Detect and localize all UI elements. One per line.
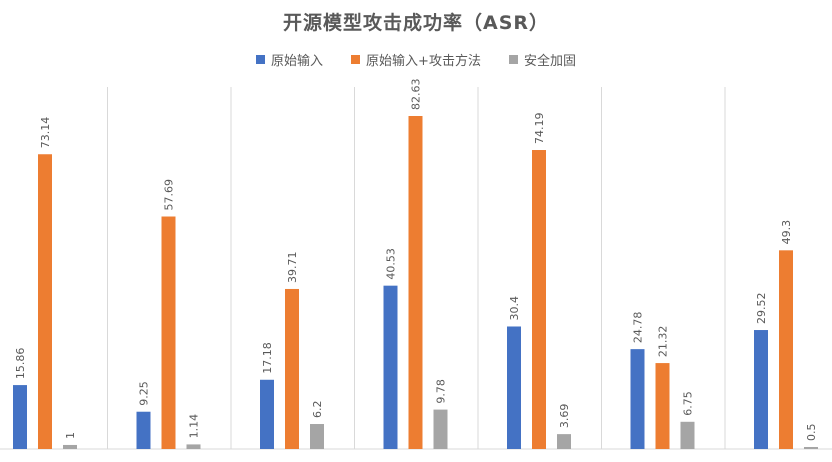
bar-series-0-group-3 (383, 285, 398, 449)
bar-series-1-group-4 (532, 150, 546, 450)
chart-title: 开源模型攻击成功率（ASR） (282, 12, 550, 34)
data-label-series-0-group-6: 29.52 (755, 293, 768, 325)
bar-series-0-group-5 (630, 349, 645, 449)
data-label-series-1-group-4: 74.19 (533, 113, 546, 145)
data-label-series-2-group-5: 6.75 (682, 391, 695, 416)
bar-series-0-group-4 (507, 326, 521, 449)
bar-series-2-group-4 (557, 434, 571, 449)
bar-series-2-group-5 (680, 421, 695, 449)
data-label-series-1-group-0: 73.14 (39, 117, 52, 149)
data-label-series-0-group-4: 30.4 (508, 296, 521, 321)
bar-series-2-group-2 (310, 424, 324, 449)
bar-series-0-group-6 (754, 330, 768, 449)
data-label-series-0-group-5: 24.78 (632, 312, 645, 344)
bar-series-2-group-6 (804, 446, 818, 449)
data-label-series-1-group-6: 49.3 (780, 220, 793, 245)
legend: 原始输入 原始输入+攻击方法 安全加固 (0, 50, 832, 69)
data-label-series-1-group-5: 21.32 (657, 326, 670, 358)
data-label-series-1-group-1: 57.69 (163, 179, 176, 211)
data-label-series-1-group-3: 82.63 (410, 79, 423, 111)
data-label-series-2-group-3: 9.78 (435, 379, 448, 404)
bar-series-2-group-0 (63, 444, 77, 449)
bar-series-1-group-1 (161, 216, 176, 449)
bar-series-0-group-0 (13, 385, 27, 449)
legend-label-original: 原始输入 (271, 54, 324, 69)
bar-series-0-group-1 (136, 411, 151, 449)
legend-item-attack: 原始输入+攻击方法 (351, 50, 481, 69)
legend-item-original: 原始输入 (256, 50, 323, 69)
bar-series-1-group-6 (779, 250, 793, 449)
data-label-series-2-group-2: 6.2 (311, 401, 324, 419)
data-label-series-2-group-0: 1 (64, 432, 77, 439)
legend-item-hardened: 安全加固 (508, 50, 576, 69)
bar-series-0-group-2 (260, 379, 274, 449)
data-label-series-0-group-0: 15.86 (14, 348, 27, 380)
data-label-series-1-group-2: 39.71 (286, 251, 299, 283)
data-label-series-0-group-3: 40.53 (385, 248, 398, 280)
bar-series-1-group-3 (408, 116, 423, 449)
data-label-series-2-group-6: 0.5 (805, 423, 818, 441)
data-label-series-2-group-1: 1.14 (188, 414, 201, 439)
data-label-series-0-group-2: 17.18 (261, 342, 274, 374)
legend-swatch-attack (351, 55, 361, 64)
bar-series-1-group-5 (655, 363, 670, 449)
bar-series-1-group-0 (38, 154, 52, 450)
legend-swatch-hardened (508, 55, 518, 64)
legend-label-attack: 原始输入+攻击方法 (366, 54, 481, 69)
data-label-series-0-group-1: 9.25 (138, 381, 151, 406)
bar-series-2-group-1 (186, 444, 201, 449)
data-label-series-2-group-4: 3.69 (558, 404, 571, 429)
bar-series-2-group-3 (433, 409, 448, 449)
bar-series-1-group-2 (285, 288, 299, 449)
legend-label-hardened: 安全加固 (523, 54, 576, 69)
legend-swatch-original (256, 55, 266, 64)
